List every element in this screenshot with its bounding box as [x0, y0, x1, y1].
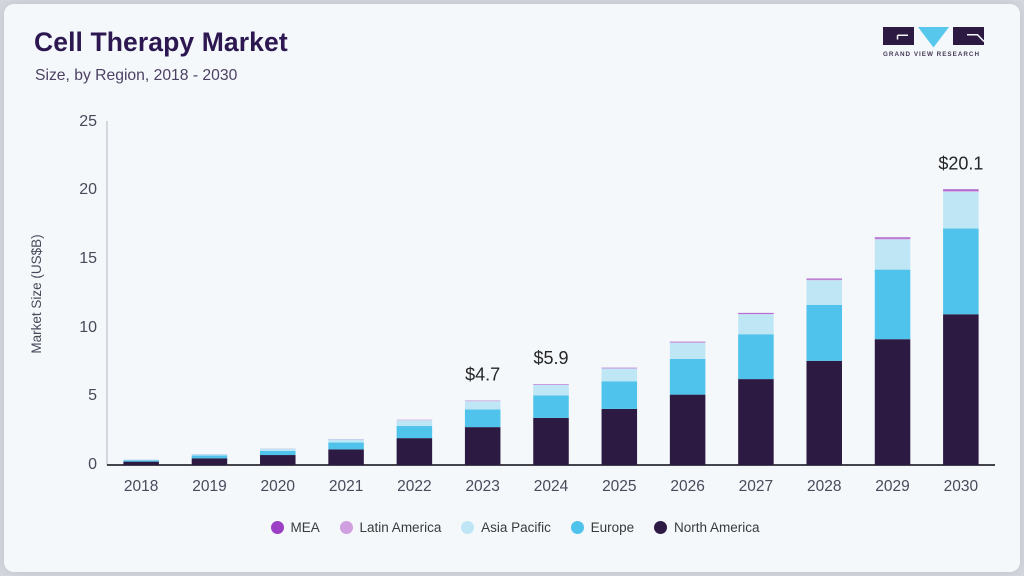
svg-text:2029: 2029: [875, 478, 909, 495]
svg-text:2021: 2021: [329, 478, 363, 495]
svg-text:10: 10: [79, 319, 97, 336]
svg-text:$20.1: $20.1: [938, 153, 983, 173]
svg-text:2028: 2028: [807, 478, 841, 495]
svg-text:25: 25: [79, 113, 97, 130]
svg-text:2023: 2023: [465, 478, 499, 495]
svg-text:2024: 2024: [534, 478, 569, 495]
svg-text:Market Size (US$B): Market Size (US$B): [29, 234, 44, 353]
svg-text:2030: 2030: [944, 478, 979, 495]
svg-text:2022: 2022: [397, 478, 431, 495]
svg-text:20: 20: [79, 181, 97, 198]
svg-text:0: 0: [88, 456, 97, 473]
svg-text:2019: 2019: [192, 478, 226, 495]
svg-text:2020: 2020: [261, 478, 296, 495]
svg-text:$5.9: $5.9: [533, 348, 568, 368]
svg-text:5: 5: [88, 387, 97, 404]
svg-text:2018: 2018: [124, 478, 158, 495]
svg-text:$4.7: $4.7: [465, 365, 500, 385]
svg-text:2025: 2025: [602, 478, 636, 495]
svg-text:2026: 2026: [670, 478, 704, 495]
svg-text:2027: 2027: [739, 478, 773, 495]
svg-text:15: 15: [79, 250, 97, 267]
